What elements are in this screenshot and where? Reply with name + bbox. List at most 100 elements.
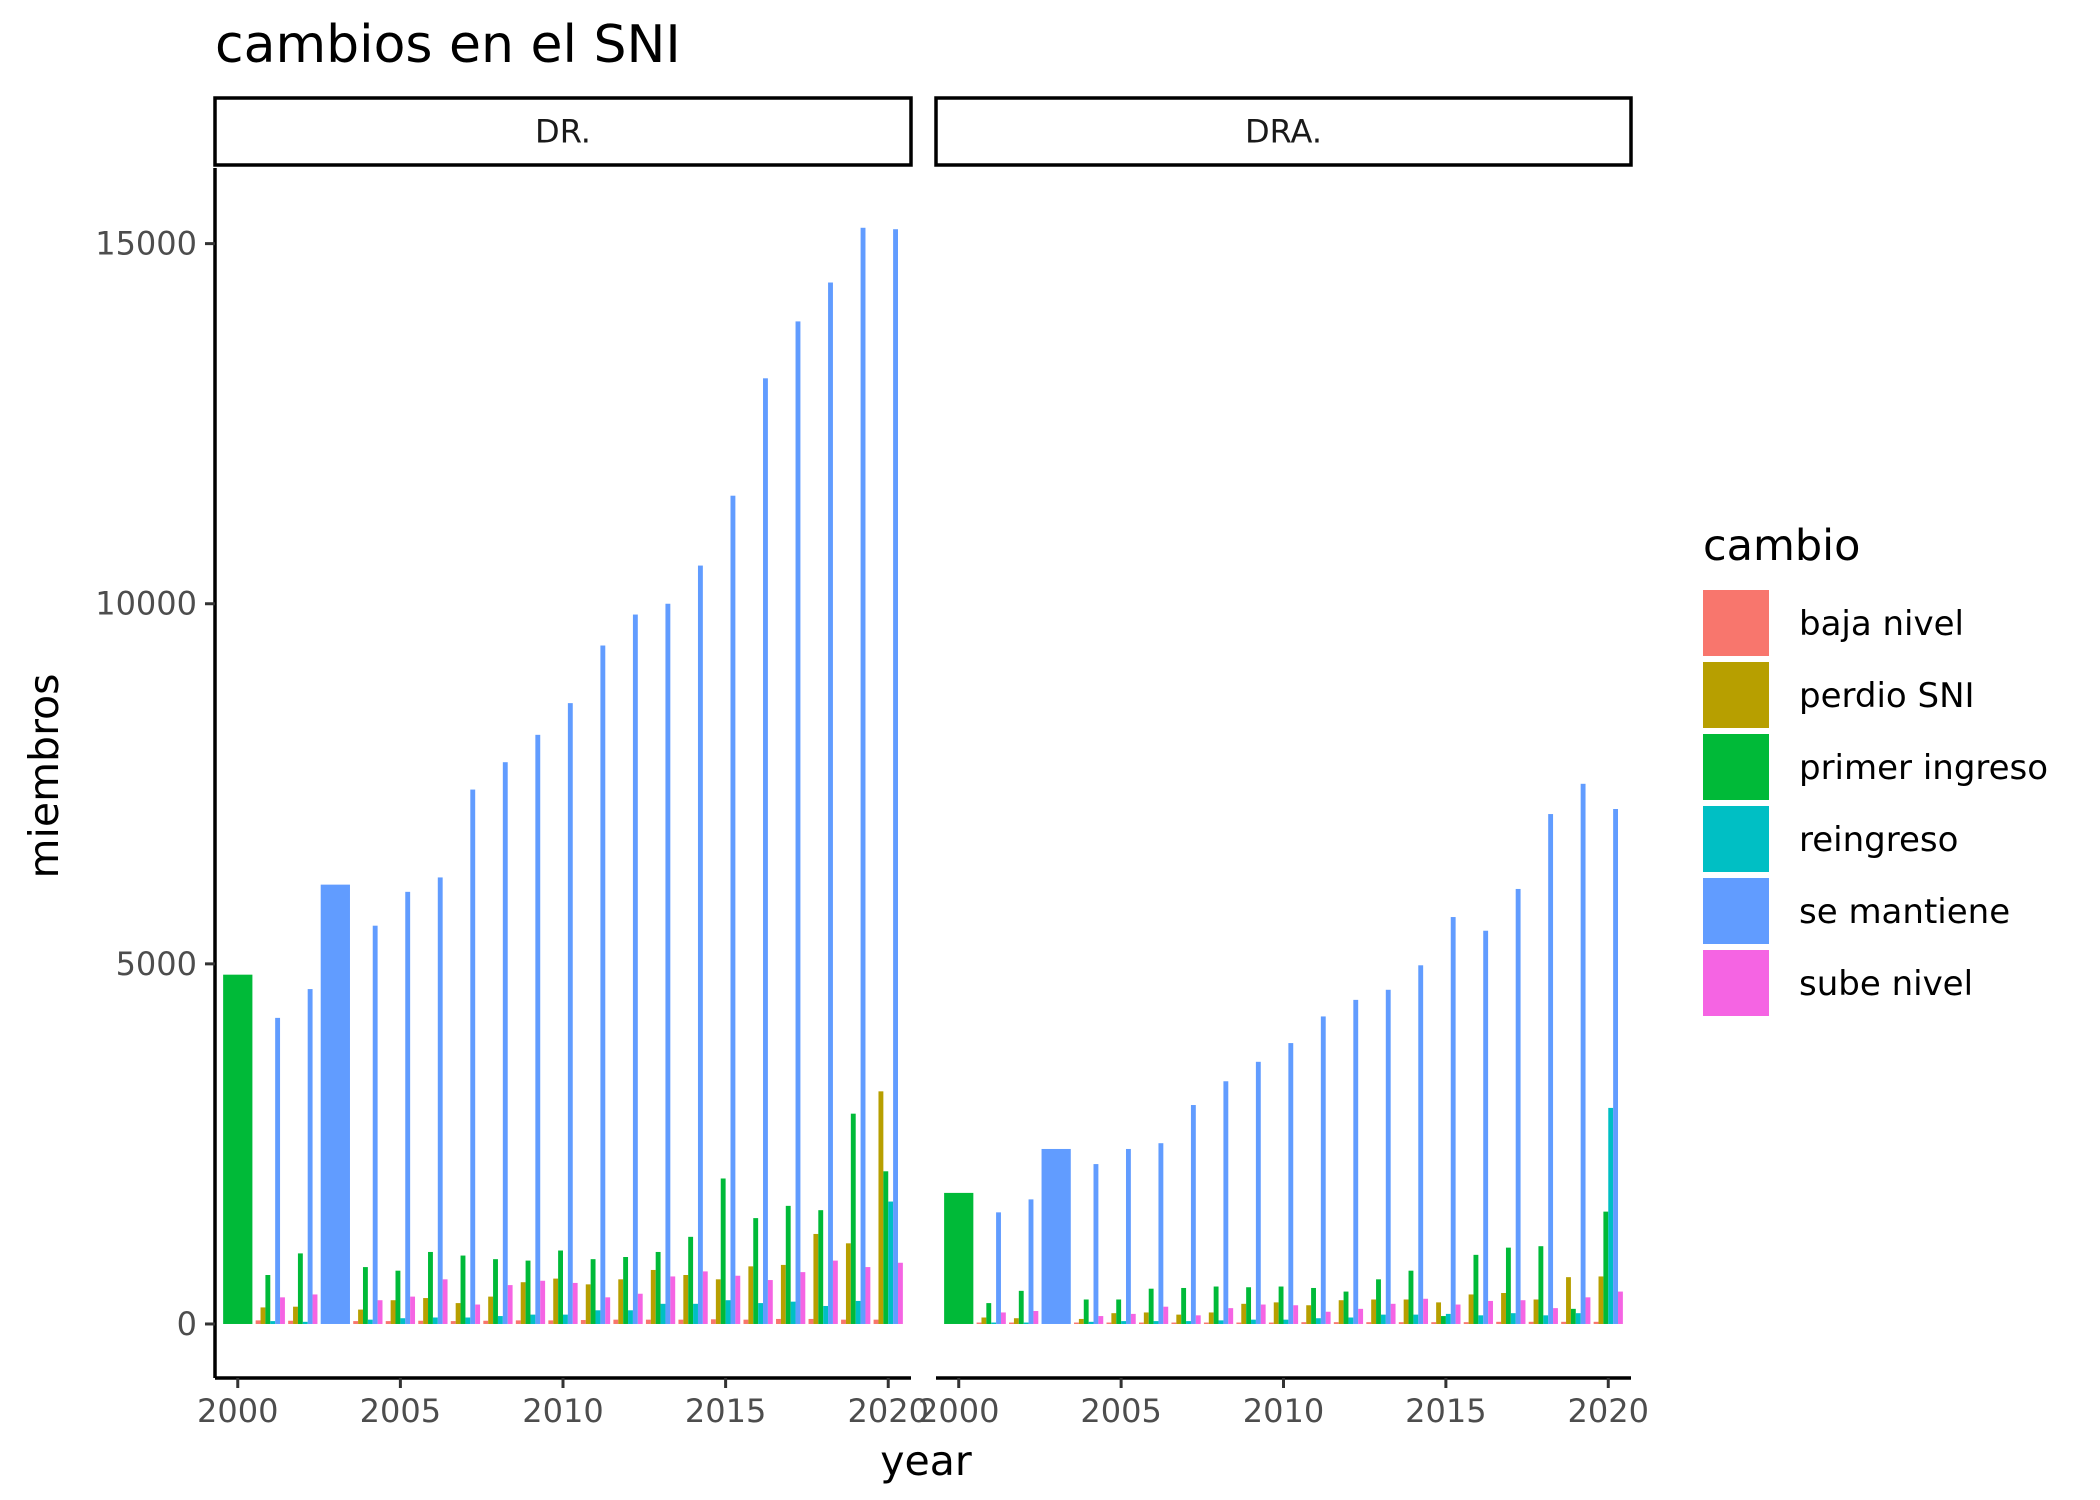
bar-dra-2014-se-mantiene: [1418, 965, 1424, 1324]
bar-dra-2004-primer-ingreso: [1083, 1299, 1089, 1324]
legend-item-perdio-sni: perdio SNI: [1703, 662, 1975, 728]
bar-dra-2014-baja-nivel: [1398, 1322, 1404, 1324]
bar-dr-2013-perdio-sni: [650, 1269, 656, 1324]
bar-dra-2019-se-mantiene: [1580, 783, 1586, 1324]
bar-dr-2016-sube-nivel: [767, 1280, 773, 1324]
bar-dra-2019-reingreso: [1575, 1313, 1581, 1324]
bar-dra-2006-reingreso: [1153, 1321, 1159, 1324]
bar-dr-2007-se-mantiene: [470, 789, 476, 1324]
bar-dra-2004-sube-nivel: [1098, 1316, 1104, 1324]
bar-dra-2017-se-mantiene: [1515, 888, 1521, 1324]
bar-dr-2006-se-mantiene: [437, 877, 443, 1324]
bar-dr-2010-perdio-sni: [553, 1278, 559, 1324]
bar-dra-2018-reingreso: [1543, 1315, 1549, 1324]
bar-dr-2002-se-mantiene: [307, 989, 313, 1324]
bar-dr-2014-primer-ingreso: [688, 1236, 694, 1324]
bar-dr-2010-primer-ingreso: [558, 1250, 563, 1324]
bar-dra-2011-baja-nivel: [1301, 1322, 1307, 1324]
bar-dra-2020-reingreso: [1608, 1107, 1614, 1324]
bar-dr-2019-sube-nivel: [865, 1267, 871, 1324]
bar-dra-2020-baja-nivel: [1593, 1321, 1599, 1324]
bar-dra-2012-primer-ingreso: [1343, 1291, 1349, 1324]
bar-dra-2008-se-mantiene: [1223, 1081, 1229, 1324]
legend-item-sube-nivel: sube nivel: [1703, 950, 1973, 1016]
x-tick-label: 2010: [522, 1392, 603, 1430]
bar-dr-2003-se-mantiene: [320, 884, 350, 1324]
bar-dra-2001-se-mantiene: [996, 1212, 1001, 1324]
x-tick-label: 2000: [197, 1392, 278, 1430]
legend-item-baja-nivel: baja nivel: [1703, 590, 1964, 656]
bar-dr-2013-baja-nivel: [645, 1319, 651, 1324]
bar-dr-2018-reingreso: [823, 1305, 829, 1324]
bar-dra-2007-reingreso: [1186, 1321, 1191, 1324]
bar-dr-2004-baja-nivel: [353, 1321, 359, 1324]
bar-dr-2005-baja-nivel: [385, 1321, 391, 1324]
bar-dr-2018-primer-ingreso: [818, 1210, 824, 1324]
bar-dr-2004-primer-ingreso: [362, 1267, 368, 1324]
bar-dra-2016-se-mantiene: [1483, 930, 1489, 1324]
bar-dra-2014-primer-ingreso: [1408, 1270, 1414, 1324]
bar-dr-2000-primer-ingreso: [223, 974, 253, 1324]
bar-dra-2010-perdio-sni: [1273, 1302, 1279, 1324]
bar-dr-2017-sube-nivel: [800, 1272, 806, 1324]
bar-dr-2009-baja-nivel: [515, 1320, 521, 1324]
bar-dr-2001-sube-nivel: [280, 1297, 285, 1324]
bar-dra-2000-primer-ingreso: [944, 1192, 974, 1324]
bar-dra-2016-perdio-sni: [1468, 1294, 1474, 1324]
bar-dr-2019-perdio-sni: [845, 1243, 851, 1324]
legend-item-primer-ingreso: primer ingreso: [1703, 734, 2048, 800]
x-tick-label: 2005: [1080, 1392, 1161, 1430]
bar-dra-2001-reingreso: [991, 1322, 997, 1324]
bar-dr-2011-perdio-sni: [585, 1284, 591, 1324]
bar-dr-2013-reingreso: [660, 1303, 666, 1324]
bar-dr-2007-primer-ingreso: [460, 1255, 466, 1324]
bar-dr-2001-perdio-sni: [260, 1307, 266, 1324]
bar-dr-2013-sube-nivel: [670, 1276, 676, 1324]
legend: baja nivel perdio SNI primer ingreso reingr…: [1703, 590, 2048, 1016]
legend-label: sube nivel: [1799, 964, 1973, 1004]
bar-dra-2015-reingreso: [1445, 1313, 1451, 1324]
bar-dr-2017-primer-ingreso: [785, 1205, 791, 1324]
bar-dra-2010-reingreso: [1283, 1319, 1289, 1324]
bar-dr-2013-se-mantiene: [665, 603, 671, 1324]
bar-dr-2008-se-mantiene: [502, 762, 508, 1324]
bar-dr-2016-se-mantiene: [763, 378, 768, 1324]
bar-dra-2002-sube-nivel: [1033, 1311, 1039, 1324]
legend-key: [1703, 950, 1769, 1016]
bar-dra-2007-baja-nivel: [1171, 1322, 1177, 1324]
bar-dr-2002-reingreso: [302, 1321, 308, 1324]
bar-dra-2002-primer-ingreso: [1018, 1290, 1024, 1324]
bar-dr-2006-baja-nivel: [418, 1320, 424, 1324]
bar-dr-2001-se-mantiene: [275, 1017, 281, 1324]
bar-dra-2014-reingreso: [1413, 1314, 1419, 1324]
bar-dra-2020-primer-ingreso: [1603, 1211, 1609, 1324]
bar-dr-2019-primer-ingreso: [850, 1113, 856, 1324]
bar-dra-2018-sube-nivel: [1553, 1308, 1558, 1324]
bar-dra-2008-primer-ingreso: [1213, 1286, 1219, 1324]
bar-dra-2012-sube-nivel: [1358, 1308, 1364, 1324]
bar-dra-2014-perdio-sni: [1403, 1299, 1409, 1324]
bar-dra-2019-perdio-sni: [1566, 1277, 1571, 1324]
bar-dra-2015-baja-nivel: [1431, 1322, 1437, 1324]
bar-dr-2012-baja-nivel: [613, 1319, 619, 1324]
bar-dr-2018-se-mantiene: [828, 282, 833, 1324]
bar-dr-2015-baja-nivel: [710, 1319, 716, 1324]
bar-dr-2018-baja-nivel: [808, 1318, 814, 1324]
bar-dra-2001-primer-ingreso: [986, 1303, 992, 1324]
bar-dra-2007-se-mantiene: [1190, 1105, 1196, 1324]
bar-dr-2012-primer-ingreso: [623, 1257, 629, 1324]
bar-dra-2015-perdio-sni: [1436, 1302, 1442, 1324]
bar-dr-2009-se-mantiene: [535, 734, 541, 1324]
bar-dra-2012-reingreso: [1348, 1317, 1354, 1324]
bar-dra-2002-baja-nivel: [1009, 1322, 1014, 1324]
bar-dra-2008-reingreso: [1218, 1320, 1224, 1324]
bar-dr-2012-perdio-sni: [618, 1279, 624, 1324]
bar-dr-2011-primer-ingreso: [590, 1259, 596, 1324]
y-tick-label: 15000: [95, 225, 197, 263]
bar-dr-2004-sube-nivel: [377, 1300, 383, 1324]
bar-dra-2005-baja-nivel: [1106, 1322, 1112, 1324]
bar-dra-2009-se-mantiene: [1255, 1061, 1261, 1324]
bar-dra-2009-reingreso: [1251, 1319, 1256, 1324]
bar-dra-2005-primer-ingreso: [1116, 1299, 1122, 1324]
